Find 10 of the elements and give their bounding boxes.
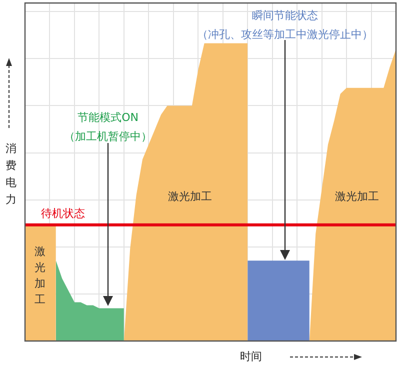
annotation: 激光加工 [168,190,212,203]
x-axis-title: 时间 [240,349,262,364]
y-axis-title: 消费电力 [4,141,18,208]
annotation: 激光加工 [34,244,46,306]
annotation: 节能模式ON [78,110,138,124]
text: （冲孔、攻丝等加工中激光停止中） [197,28,373,41]
annotation: （加工机暂停中） [64,130,152,143]
annotation: 激光加工 [335,190,379,203]
ref-line-label: 待机状态 [41,207,85,220]
text: 瞬间节能状态 [252,8,318,22]
